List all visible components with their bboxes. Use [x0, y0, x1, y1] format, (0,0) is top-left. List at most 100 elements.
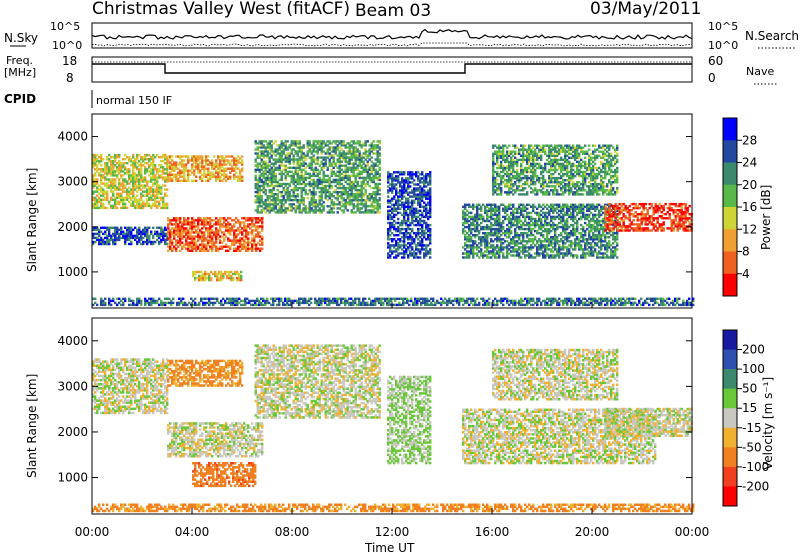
- power-panel-cell-3239: [387, 199, 390, 202]
- power-panel-cell-836: [146, 226, 149, 229]
- power-panel-cell-3356: [397, 246, 400, 249]
- power-panel-cell-491: [146, 168, 149, 171]
- power-panel-cell-3302: [391, 173, 394, 176]
- power-panel-cell-461: [142, 156, 145, 159]
- power-panel-cell-2743: [340, 193, 343, 196]
- power-panel-cell-2660: [332, 172, 335, 176]
- power-panel-cell-1818: [258, 150, 261, 153]
- power-panel-cell-1966: [270, 156, 273, 159]
- power-panel-cell-1081: [197, 231, 200, 234]
- power-panel-cell-1203: [217, 231, 220, 234]
- power-panel-cell-1251: [227, 229, 230, 232]
- power-panel-cell-2227: [294, 199, 297, 202]
- power-panel-cell-1686: [225, 169, 228, 172]
- power-panel-cell-343: [130, 164, 133, 167]
- power-panel-cell-1605: [205, 157, 208, 160]
- power-panel-cell-1573: [199, 177, 202, 180]
- power-panel-cell-1320: [241, 239, 244, 242]
- power-panel-cell-2121: [284, 176, 287, 180]
- power-panel-cell-2747: [340, 178, 343, 182]
- power-panel-cell-2368: [306, 176, 309, 180]
- power-panel-cell-3218: [378, 140, 381, 143]
- power-panel-cell-444: [140, 162, 143, 165]
- power-panel-cell-2175: [288, 154, 291, 157]
- power-panel-cell-2762: [342, 205, 345, 208]
- power-panel-cell-794: [134, 234, 137, 238]
- power-panel-cell-2999: [360, 176, 363, 180]
- power-panel-cell-17: [92, 160, 95, 163]
- power-panel-cell-1235: [223, 219, 226, 222]
- power-panel-cell-3099: [370, 203, 373, 206]
- power-panel-cell-1015: [187, 237, 190, 240]
- power-panel-cell-3376: [397, 179, 400, 182]
- power-panel-cell-2851: [348, 150, 351, 153]
- power-panel-cell-1876: [264, 201, 267, 204]
- power-panel-cell-2654: [332, 203, 335, 206]
- power-panel-cell-2069: [280, 195, 283, 198]
- power-panel-cell-2176: [288, 152, 291, 155]
- power-panel-cell-1202: [217, 233, 220, 236]
- power-panel-cell-798: [136, 236, 139, 240]
- power-panel-cell-2512: [318, 172, 321, 176]
- power-panel-cell-594: [158, 184, 161, 187]
- power-panel-cell-2110: [284, 211, 287, 214]
- power-panel-cell-245: [118, 166, 121, 169]
- power-panel-cell-3306: [393, 244, 396, 247]
- power-panel-cell-3331: [395, 244, 398, 247]
- power-panel-cell-1688: [225, 163, 228, 166]
- power-panel-cell-1411: [257, 233, 260, 236]
- power-panel-cell-2515: [318, 156, 321, 159]
- power-panel-cell-1318: [241, 245, 244, 248]
- power-panel-cell-899: [167, 223, 170, 226]
- power-panel-cell-386: [134, 162, 137, 165]
- power-panel-cell-3456: [403, 189, 406, 192]
- power-panel-cell-2339: [302, 160, 305, 163]
- power-panel-cell-2806: [344, 146, 347, 149]
- power-panel-cell-1270: [231, 227, 234, 230]
- power-panel-cell-469: [144, 178, 147, 181]
- power-panel-cell-3820: [429, 191, 432, 194]
- power-panel-cell-711: [106, 226, 109, 229]
- power-panel-cell-3241: [387, 191, 390, 194]
- power-panel-cell-50: [96, 182, 99, 185]
- power-panel-cell-3671: [419, 209, 422, 212]
- power-panel-cell-1745: [241, 167, 244, 170]
- power-panel-cell-1729: [237, 167, 240, 170]
- power-panel-cell-1701: [229, 163, 232, 166]
- power-panel-cell-1567: [197, 167, 200, 170]
- power-panel-cell-1765: [254, 158, 257, 161]
- power-panel-cell-1483: [175, 155, 178, 158]
- power-panel-cell-2766: [342, 193, 345, 196]
- power-panel-cell-924: [171, 219, 174, 222]
- power-panel-cell-1086: [197, 219, 200, 222]
- power-panel-cell-1437: [261, 221, 264, 224]
- power-panel-cell-1664: [219, 155, 222, 158]
- power-panel-cell-1315: [239, 223, 242, 226]
- power-panel-cell-1440: [167, 179, 170, 182]
- power-panel-cell-1051: [191, 217, 194, 220]
- power-panel-cell-499: [148, 192, 151, 195]
- power-panel-cell-759: [124, 242, 127, 246]
- power-panel-cell-41: [96, 206, 99, 210]
- power-panel-cell-751: [120, 232, 123, 236]
- power-panel-cell-2190: [290, 170, 293, 173]
- power-panel-cell-4254: [510, 232, 513, 235]
- power-panel-cell-1946: [268, 140, 271, 143]
- power-panel-cell-314: [126, 162, 129, 165]
- power-panel-cell-488: [146, 182, 149, 185]
- power-panel-cell-592: [158, 188, 161, 191]
- power-panel-cell-2724: [338, 170, 341, 173]
- power-panel-cell-958: [177, 225, 180, 228]
- power-panel-cell-3804: [429, 232, 432, 235]
- power-panel-cell-1793: [256, 148, 259, 151]
- power-panel-cell-3182: [376, 172, 379, 176]
- power-panel-cell-1572: [197, 155, 200, 158]
- power-panel-cell-1807: [258, 184, 261, 188]
- power-panel-cell-54: [96, 168, 99, 171]
- power-panel-cell-2347: [304, 207, 307, 210]
- power-panel-cell-1095: [199, 223, 202, 226]
- power-panel-cell-266: [120, 162, 123, 165]
- power-panel-cell-2401: [310, 209, 313, 212]
- power-panel-cell-523: [150, 170, 153, 173]
- power-panel-cell-605: [160, 190, 163, 193]
